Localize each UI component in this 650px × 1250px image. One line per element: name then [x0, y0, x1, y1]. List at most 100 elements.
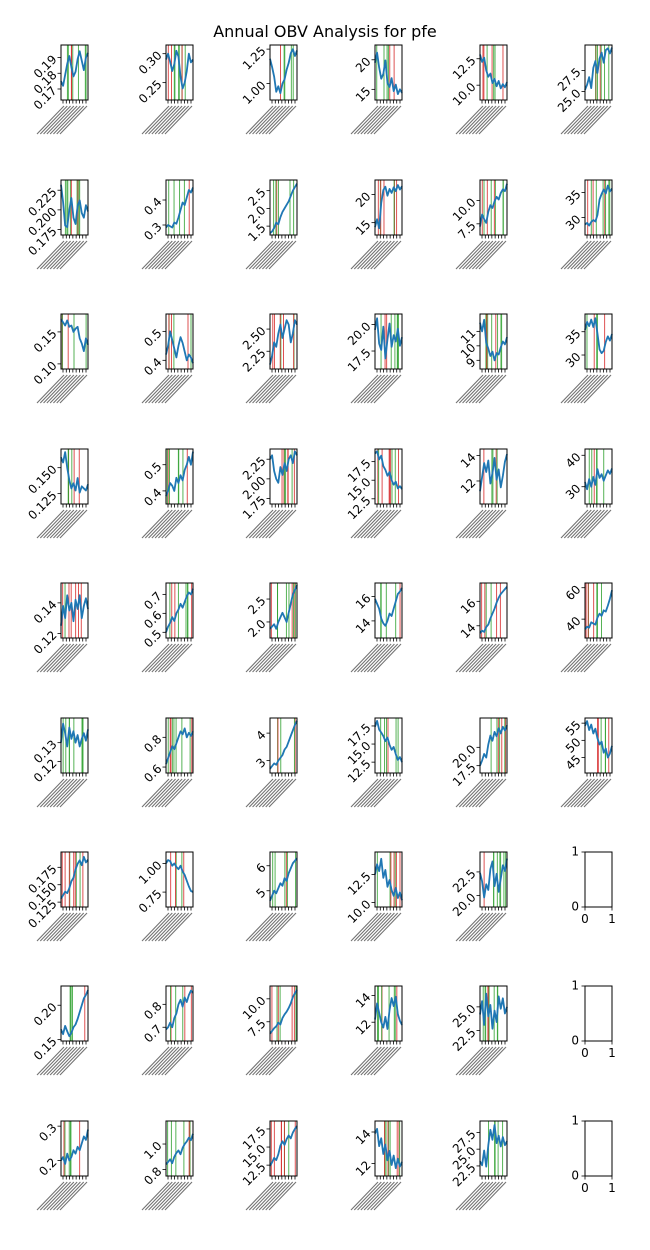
obv-series-line — [60, 989, 89, 1038]
x-tick-label-mark — [255, 509, 284, 539]
x-tick-label-mark — [458, 374, 487, 404]
x-tick-label-mark — [360, 778, 389, 808]
x-tick-label-mark — [144, 643, 173, 673]
obv-series-line — [60, 184, 89, 229]
y-tick-label: 1.00 — [136, 858, 165, 887]
x-tick-label-mark — [46, 105, 75, 135]
y-tick-label: 20.0 — [345, 319, 374, 348]
x-tick-label-mark — [148, 643, 176, 673]
x-tick-label-mark — [462, 1046, 490, 1076]
obv-series-line — [374, 184, 403, 230]
axes-frame — [374, 582, 403, 639]
x-tick-label-mark — [367, 643, 395, 673]
x-tick-label-mark — [268, 1181, 297, 1211]
axes-frame — [479, 448, 508, 505]
obv-series-line — [374, 51, 403, 95]
y-tick-label: 35 — [563, 326, 584, 347]
x-tick-label-mark — [370, 240, 399, 270]
y-tick-label: 1 — [571, 979, 579, 993]
obv-series-line — [584, 590, 613, 630]
y-tick-label: 30 — [563, 212, 584, 233]
x-tick-label-mark — [53, 240, 81, 270]
x-tick-label-mark — [458, 1181, 487, 1211]
x-tick-label-mark — [475, 105, 504, 135]
subplot: 10.012.5 — [345, 851, 403, 942]
x-tick-label-mark — [458, 1046, 487, 1076]
x-tick-label-mark — [56, 643, 85, 673]
x-tick-label-mark — [478, 509, 507, 539]
x-tick-label-mark — [570, 643, 599, 673]
y-tick-label: 0.7 — [141, 589, 164, 612]
x-tick-label-mark — [252, 1181, 280, 1211]
x-tick-label-mark — [353, 105, 382, 135]
x-tick-label-mark — [350, 240, 379, 270]
x-tick-label-mark — [154, 105, 183, 135]
axes-frame — [60, 851, 89, 908]
x-tick-label-mark — [154, 778, 183, 808]
subplot: 0 1 0 1 — [571, 1114, 615, 1196]
x-tick-label-mark — [577, 643, 605, 673]
obv-series-line — [60, 1129, 89, 1165]
y-tick-label: 12 — [353, 1017, 374, 1038]
axes-frame — [374, 985, 403, 1042]
x-tick-label-mark — [245, 778, 274, 808]
x-tick-label-mark — [164, 105, 193, 135]
obv-series-line — [269, 183, 298, 234]
x-tick-label-mark — [360, 912, 389, 942]
x-tick-label-mark — [36, 1181, 65, 1211]
axes-frame — [165, 717, 194, 774]
subplot: 0.50.60.7 — [141, 582, 194, 673]
x-tick-label-mark — [468, 643, 497, 673]
x-tick-label-mark — [141, 1046, 170, 1076]
x-tick-label-mark — [161, 778, 190, 808]
x-tick-label-mark — [360, 643, 389, 673]
subplot: 0.10 0.15 — [31, 313, 89, 404]
x-tick-label-mark — [563, 105, 592, 135]
x-tick-label-mark — [265, 1181, 294, 1211]
x-tick-label-mark — [46, 643, 75, 673]
x-tick-label-mark — [475, 912, 504, 942]
x-tick-label-mark — [268, 374, 297, 404]
x-tick-label-mark — [465, 105, 494, 135]
axes-frame — [165, 582, 194, 639]
x-tick-label-mark — [46, 509, 75, 539]
x-tick-label-mark — [472, 1046, 500, 1076]
obv-series-line — [269, 1125, 298, 1167]
x-tick-label-mark — [258, 912, 287, 942]
subplot: 17.520.0 — [450, 717, 508, 808]
y-tick-label: 0 — [571, 900, 579, 914]
subplot: 1.52.02.5 — [245, 179, 298, 270]
x-tick-label-mark — [265, 240, 294, 270]
subplot: 0 1 0 1 — [571, 979, 615, 1061]
y-tick-label: 14 — [458, 620, 479, 641]
x-tick-label-mark — [158, 1046, 186, 1076]
axes-frame — [60, 44, 89, 101]
x-tick-label-mark — [462, 778, 490, 808]
x-tick-label-mark — [258, 240, 287, 270]
y-tick-label: 0.3 — [141, 220, 164, 243]
x-tick-label-mark — [465, 374, 494, 404]
x-tick-label-mark — [255, 1181, 284, 1211]
x-tick-label-mark — [158, 105, 186, 135]
x-tick-label-mark — [262, 912, 290, 942]
y-tick-label: 14 — [458, 450, 479, 471]
x-tick-label-mark — [255, 105, 284, 135]
x-tick-label-mark — [43, 374, 71, 404]
axes-frame — [584, 448, 613, 505]
subplot: 25.027.5 — [555, 44, 613, 135]
x-tick-label-mark — [36, 105, 65, 135]
x-tick-label-mark — [560, 374, 589, 404]
y-tick-label: 12.5 — [450, 53, 479, 82]
obv-series-line — [584, 317, 613, 355]
x-tick-label-mark — [583, 105, 612, 135]
x-tick-label-mark — [39, 240, 68, 270]
x-tick-label-mark — [245, 643, 274, 673]
x-tick-label-mark — [350, 1046, 379, 1076]
obv-series-line — [584, 468, 613, 491]
x-tick-label-mark — [53, 643, 81, 673]
x-tick-label-mark — [468, 1046, 497, 1076]
axes-frame — [60, 448, 89, 505]
x-tick-label-mark — [39, 643, 68, 673]
subplot: 7.510.0 — [450, 179, 508, 270]
x-tick-label-mark — [468, 374, 497, 404]
